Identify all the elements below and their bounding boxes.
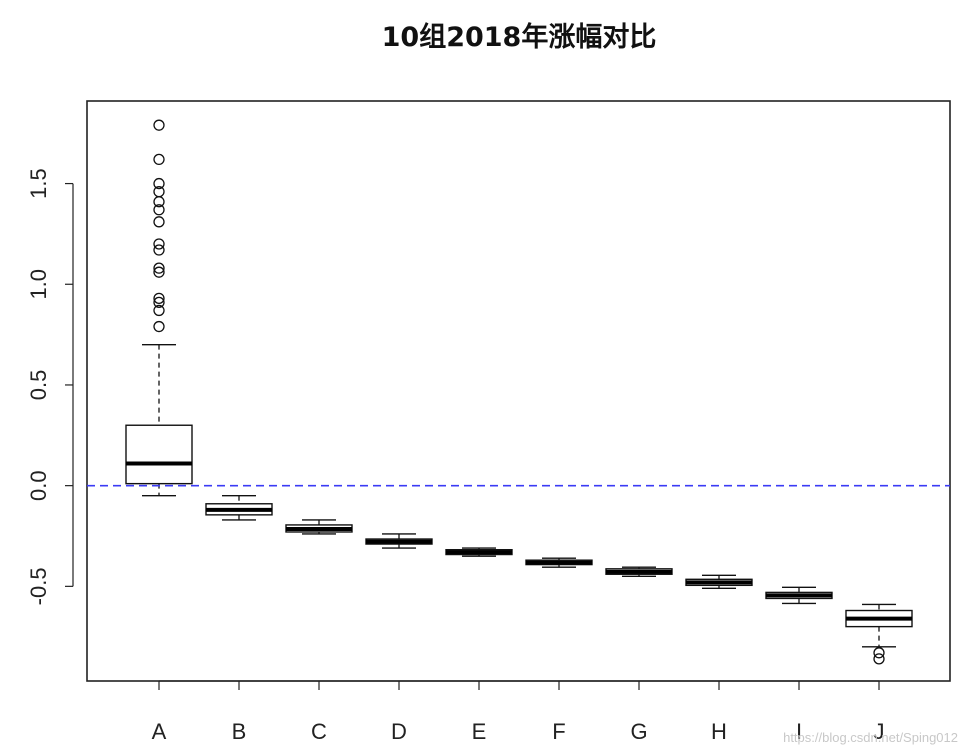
- outlier-point: [153, 296, 165, 309]
- y-tick-label: 0.5: [26, 370, 51, 401]
- y-tick-label: 0.0: [26, 470, 51, 501]
- box-a: [125, 119, 193, 497]
- box-d: [365, 533, 433, 549]
- x-tick-label: J: [874, 719, 885, 744]
- outlier-point: [153, 119, 165, 131]
- box-i: [765, 586, 833, 605]
- outlier-point: [153, 320, 165, 333]
- x-tick-label: I: [796, 719, 802, 744]
- y-axis: -0.5 0.0 0.5 1.0 1.5: [26, 168, 74, 605]
- x-tick-label: E: [472, 719, 487, 744]
- outlier-point: [153, 262, 165, 274]
- outlier-point: [153, 238, 165, 250]
- box-g: [605, 566, 673, 577]
- x-tick-label: F: [552, 719, 565, 744]
- watermark: https://blog.csdn.net/Sping012: [783, 730, 958, 745]
- outlier-point: [153, 204, 165, 216]
- x-tick-label: B: [232, 719, 247, 744]
- y-tick-label: -0.5: [26, 567, 51, 605]
- box-c: [285, 519, 353, 535]
- chart-title: 10组2018年涨幅对比: [382, 21, 657, 53]
- boxes-group: [125, 119, 913, 665]
- x-tick-label: G: [630, 719, 647, 744]
- box-b: [205, 495, 273, 521]
- x-axis: A B C D E F G H I J: [152, 680, 885, 744]
- x-tick-label: H: [711, 719, 727, 744]
- box-j: [845, 603, 913, 665]
- outlier-point: [153, 266, 165, 278]
- outlier-point: [153, 216, 165, 228]
- box-h: [685, 574, 753, 590]
- outlier-point: [153, 185, 165, 198]
- x-tick-label: D: [391, 719, 407, 744]
- iqr-box: [125, 424, 193, 485]
- y-tick-label: 1.0: [26, 269, 51, 300]
- outlier-point: [153, 292, 165, 305]
- y-tick-label: 1.5: [26, 168, 51, 199]
- outlier-point: [153, 177, 165, 190]
- x-tick-label: A: [152, 719, 167, 744]
- outlier-point: [873, 647, 885, 659]
- outlier-point: [153, 244, 165, 256]
- box-e: [445, 547, 513, 557]
- x-tick-label: C: [311, 719, 327, 744]
- outlier-point: [153, 153, 165, 166]
- outlier-point: [153, 304, 165, 317]
- box-f: [525, 557, 593, 568]
- outlier-point: [873, 653, 885, 665]
